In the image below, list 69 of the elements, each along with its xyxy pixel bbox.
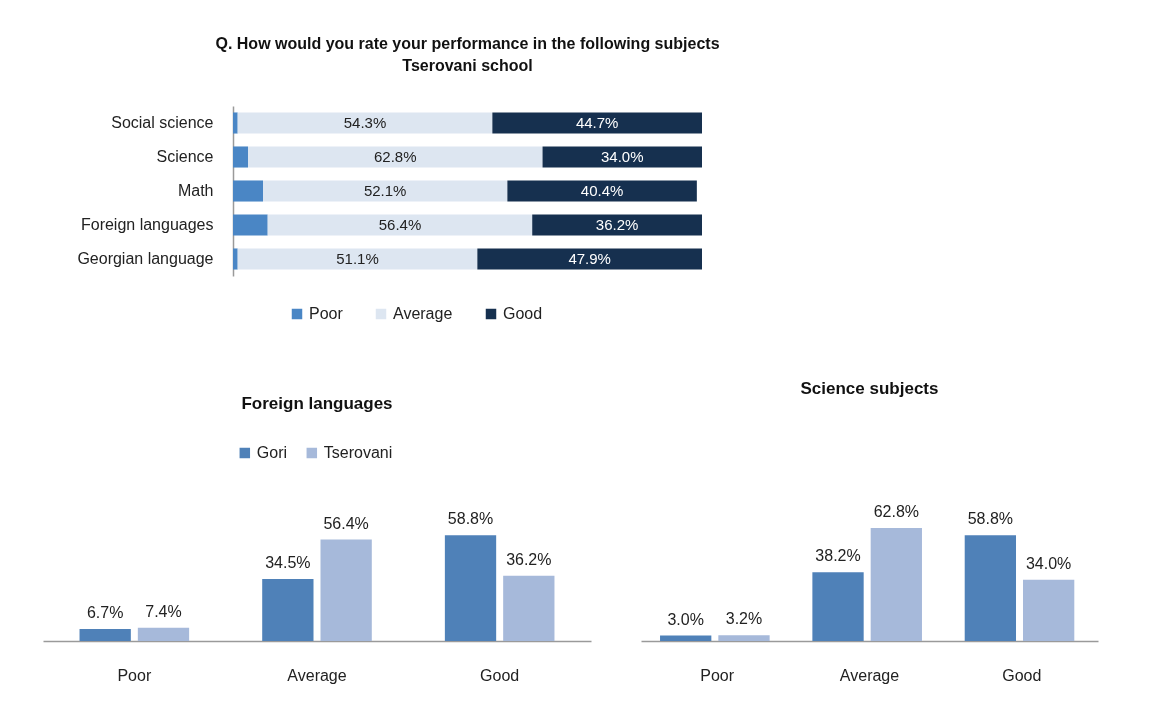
bar bbox=[507, 180, 697, 202]
data-label: 54.3% bbox=[343, 114, 387, 131]
data-label: 7.4% bbox=[145, 602, 182, 620]
chart-title: Science subjects bbox=[800, 379, 939, 398]
legend-label: Average bbox=[393, 305, 453, 322]
bar bbox=[233, 214, 268, 236]
data-label: 3.2% bbox=[725, 610, 763, 628]
bar bbox=[660, 635, 712, 641]
bar bbox=[233, 146, 249, 168]
y-tick-label: Science bbox=[156, 148, 214, 165]
bar bbox=[444, 535, 497, 641]
bar bbox=[237, 248, 478, 270]
chart-subtitle: Tserovani school bbox=[402, 57, 533, 74]
data-label: 58.8% bbox=[447, 510, 494, 528]
data-label: 6.7% bbox=[86, 603, 124, 621]
chart-title: Foreign languages bbox=[241, 394, 393, 413]
bar bbox=[1023, 579, 1075, 641]
bar bbox=[248, 146, 543, 168]
bar bbox=[503, 575, 555, 641]
bar bbox=[267, 214, 533, 236]
y-tick-label: Georgian language bbox=[77, 250, 214, 267]
data-label: 36.2% bbox=[595, 216, 639, 233]
data-label: 62.8% bbox=[873, 503, 920, 520]
data-label: 58.8% bbox=[967, 510, 1014, 528]
y-tick-label: Math bbox=[177, 182, 214, 199]
bar bbox=[233, 248, 238, 270]
data-label: 44.7% bbox=[575, 114, 619, 131]
bar bbox=[477, 248, 702, 270]
bar bbox=[262, 578, 314, 641]
data-label: 62.8% bbox=[374, 148, 417, 165]
data-label: 34.0% bbox=[601, 148, 644, 165]
data-label: 56.4% bbox=[378, 216, 422, 233]
bar bbox=[237, 112, 493, 134]
x-tick-label: Average bbox=[839, 666, 900, 684]
legend-label: Poor bbox=[309, 305, 344, 322]
bar bbox=[812, 572, 864, 641]
bar bbox=[233, 180, 264, 202]
x-tick-label: Poor bbox=[117, 666, 152, 684]
bar bbox=[320, 539, 372, 641]
data-label: 56.4% bbox=[323, 514, 369, 532]
legend-label: Tserovani bbox=[323, 444, 393, 461]
data-label: 51.1% bbox=[336, 250, 379, 267]
chart-title: Q. How would you rate your performance in the following subjects bbox=[215, 35, 720, 52]
bar bbox=[79, 628, 131, 641]
y-tick-label: Social science bbox=[111, 114, 214, 131]
data-label: 40.4% bbox=[580, 182, 624, 199]
x-tick-label: Average bbox=[287, 666, 347, 684]
x-tick-label: Good bbox=[480, 666, 520, 684]
data-label: 3.0% bbox=[667, 610, 704, 628]
y-tick-label: Foreign languages bbox=[80, 216, 214, 233]
data-label: 36.2% bbox=[506, 550, 552, 568]
bar bbox=[542, 146, 702, 168]
bar bbox=[964, 535, 1017, 641]
bar bbox=[492, 112, 702, 134]
bar bbox=[233, 112, 238, 134]
bar bbox=[532, 214, 702, 236]
bar bbox=[870, 528, 922, 641]
bar bbox=[718, 635, 770, 641]
data-label: 52.1% bbox=[363, 182, 407, 199]
legend-label: Gori bbox=[256, 444, 288, 461]
legend-label: Good bbox=[503, 305, 543, 322]
x-tick-label: Poor bbox=[700, 666, 735, 684]
bar bbox=[137, 627, 190, 641]
data-label: 38.2% bbox=[815, 547, 861, 565]
x-tick-label: Good bbox=[1002, 666, 1042, 684]
data-label: 47.9% bbox=[568, 250, 611, 267]
data-label: 34.5% bbox=[265, 553, 311, 571]
data-label: 34.0% bbox=[1025, 554, 1072, 572]
bar bbox=[263, 180, 508, 202]
